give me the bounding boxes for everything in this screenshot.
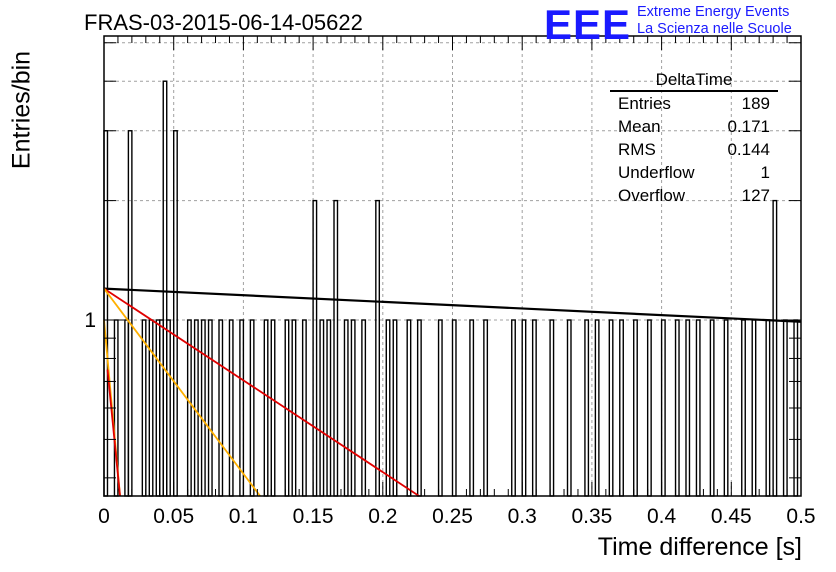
x-tick-label: 0.45 xyxy=(711,505,752,528)
histogram-bar xyxy=(148,319,154,497)
y-tick-label: 1 xyxy=(84,309,96,332)
histogram-bar xyxy=(695,319,701,497)
histogram-bar xyxy=(172,130,178,497)
stats-value: 0.144 xyxy=(727,140,770,159)
histogram-bar xyxy=(521,319,527,497)
stats-title: DeltaTime xyxy=(610,70,778,92)
x-tick-label: 0.2 xyxy=(368,505,397,528)
stats-label: Entries xyxy=(618,94,671,113)
histogram-bar xyxy=(343,319,349,497)
x-tick-label: 0 xyxy=(98,505,110,528)
histogram-bar xyxy=(765,319,771,497)
x-tick-label: 0.15 xyxy=(293,505,334,528)
y-tick-labels: 1 xyxy=(84,309,96,332)
histogram-bar xyxy=(709,319,715,497)
histogram-bar xyxy=(646,319,652,497)
fit-lines xyxy=(103,287,802,497)
stats-row: RMS 0.144 xyxy=(610,138,778,161)
fit-line xyxy=(103,288,261,497)
stats-row: Entries 189 xyxy=(610,92,778,115)
stats-label: Overflow xyxy=(618,186,686,205)
histogram-bar xyxy=(200,319,206,497)
histogram-bar xyxy=(326,319,332,497)
histogram-bar xyxy=(270,319,276,497)
histogram-bar xyxy=(685,319,691,497)
histogram-bar xyxy=(166,319,171,497)
stats-row: Mean 0.171 xyxy=(610,115,778,138)
x-tick-label: 0.25 xyxy=(432,505,473,528)
histogram-bar xyxy=(619,319,624,497)
histogram-bar xyxy=(451,319,457,497)
axis-ticks xyxy=(103,36,802,496)
stats-value: 127 xyxy=(741,186,770,205)
histogram-bar xyxy=(751,319,757,497)
x-tick-label: 0.35 xyxy=(571,505,612,528)
histogram-bar xyxy=(660,319,666,497)
histogram-bar xyxy=(633,319,638,497)
histogram-bar xyxy=(674,319,680,497)
histogram-bar xyxy=(385,319,391,497)
histogram-bar xyxy=(469,319,475,497)
stats-value: 0.171 xyxy=(727,117,770,136)
histogram-bar xyxy=(218,319,224,497)
histogram-bar xyxy=(437,319,443,497)
histogram-bar xyxy=(228,319,234,497)
histogram-bar xyxy=(375,199,381,497)
histogram-bar xyxy=(193,319,199,497)
histogram-bar xyxy=(782,319,788,497)
logo-caption: Extreme Energy Events La Scienza nelle S… xyxy=(637,4,792,38)
stats-label: Mean xyxy=(618,117,661,136)
histogram-bar xyxy=(741,319,746,497)
histogram-bar xyxy=(772,199,778,497)
stats-row: Overflow 127 xyxy=(610,184,778,207)
histogram-bar xyxy=(291,319,297,497)
histogram-bar xyxy=(301,319,307,497)
stats-box: DeltaTime Entries 189 Mean 0.171 RMS 0.1… xyxy=(610,70,778,207)
x-tick-label: 0.05 xyxy=(153,505,194,528)
histogram-bar xyxy=(483,319,489,497)
x-tick-label: 0.5 xyxy=(786,505,815,528)
fit-line xyxy=(103,287,802,323)
histogram-bar xyxy=(127,130,133,497)
histogram-bar xyxy=(207,319,213,497)
stats-label: Underflow xyxy=(618,163,695,182)
x-tick-label: 0.4 xyxy=(647,505,677,528)
histogram-bar xyxy=(249,319,255,497)
stats-value: 1 xyxy=(760,163,770,182)
stats-row: Underflow 1 xyxy=(610,161,778,184)
histogram-bar xyxy=(584,319,590,497)
histogram-bar xyxy=(416,319,422,497)
logo-caption-line1: Extreme Energy Events xyxy=(637,4,790,20)
histogram-bar xyxy=(531,319,537,497)
histogram-bar xyxy=(350,319,356,497)
stats-label: RMS xyxy=(618,140,656,159)
histogram-bar xyxy=(549,319,555,497)
histogram-bar xyxy=(319,319,325,497)
histogram-bar xyxy=(392,319,398,497)
histogram-bar xyxy=(312,199,318,497)
histogram-bar xyxy=(263,319,269,497)
fit-line xyxy=(106,369,121,497)
stats-value: 189 xyxy=(741,94,770,113)
x-axis-label: Time difference [s] xyxy=(597,533,802,561)
chart-title: FRAS-03-2015-06-14-05622 xyxy=(84,10,363,35)
histogram-bar xyxy=(141,319,147,497)
histogram-bar xyxy=(406,319,412,497)
histogram-bar xyxy=(361,319,367,497)
x-tick-label: 0.1 xyxy=(229,505,258,528)
histogram-bar xyxy=(511,319,516,497)
x-tick-labels: 0 0.05 0.1 0.15 0.2 0.25 0.3 0.35 0.4 0.45 0.5 xyxy=(98,505,815,528)
histogram-bar xyxy=(594,319,600,497)
x-tick-label: 0.3 xyxy=(508,505,537,528)
fit-line xyxy=(103,287,420,497)
eee-logo: EEE xyxy=(544,1,632,48)
histogram-bar xyxy=(333,199,339,497)
histogram-bar xyxy=(566,319,572,497)
histogram-bar xyxy=(608,319,614,497)
logo-caption-line2: La Scienza nelle Scuole xyxy=(637,21,792,37)
y-axis-label: Entries/bin xyxy=(7,50,36,170)
histogram-bar xyxy=(723,319,729,497)
